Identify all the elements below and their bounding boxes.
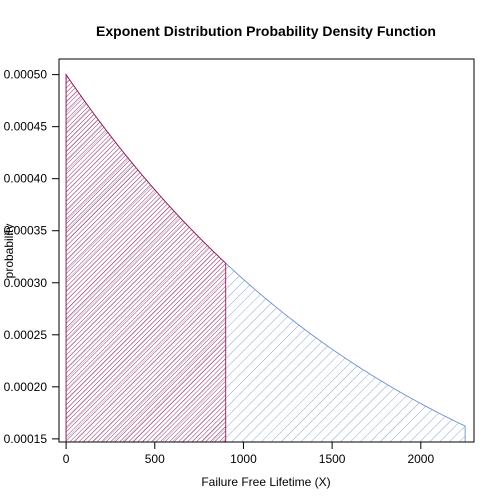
y-tick-label: 0.00030 [4,276,48,290]
x-tick-label: 0 [63,452,70,466]
x-axis-label: Failure Free Lifetime (X) [201,475,330,489]
y-tick-label: 0.00050 [4,68,48,82]
y-tick-label: 0.00040 [4,172,48,186]
y-axis-label: probability [2,224,16,279]
x-tick-label: 2000 [407,452,434,466]
density-area-partial [65,73,227,443]
y-tick-label: 0.00015 [4,432,48,446]
x-tick-label: 1500 [319,452,346,466]
x-tick-label: 500 [145,452,165,466]
y-axis: 0.00015 0.00020 0.00025 0.00030 0.00035 0.000… [4,68,60,446]
y-tick-label: 0.00035 [4,224,48,238]
x-axis: 0 500 1000 1500 2000 [63,441,434,466]
y-tick-label: 0.00020 [4,380,48,394]
x-tick-label: 1000 [230,452,257,466]
y-tick-label: 0.00025 [4,328,48,342]
chart-title: Exponent Distribution Probability Densit… [96,23,436,39]
y-tick-label: 0.00045 [4,120,48,134]
